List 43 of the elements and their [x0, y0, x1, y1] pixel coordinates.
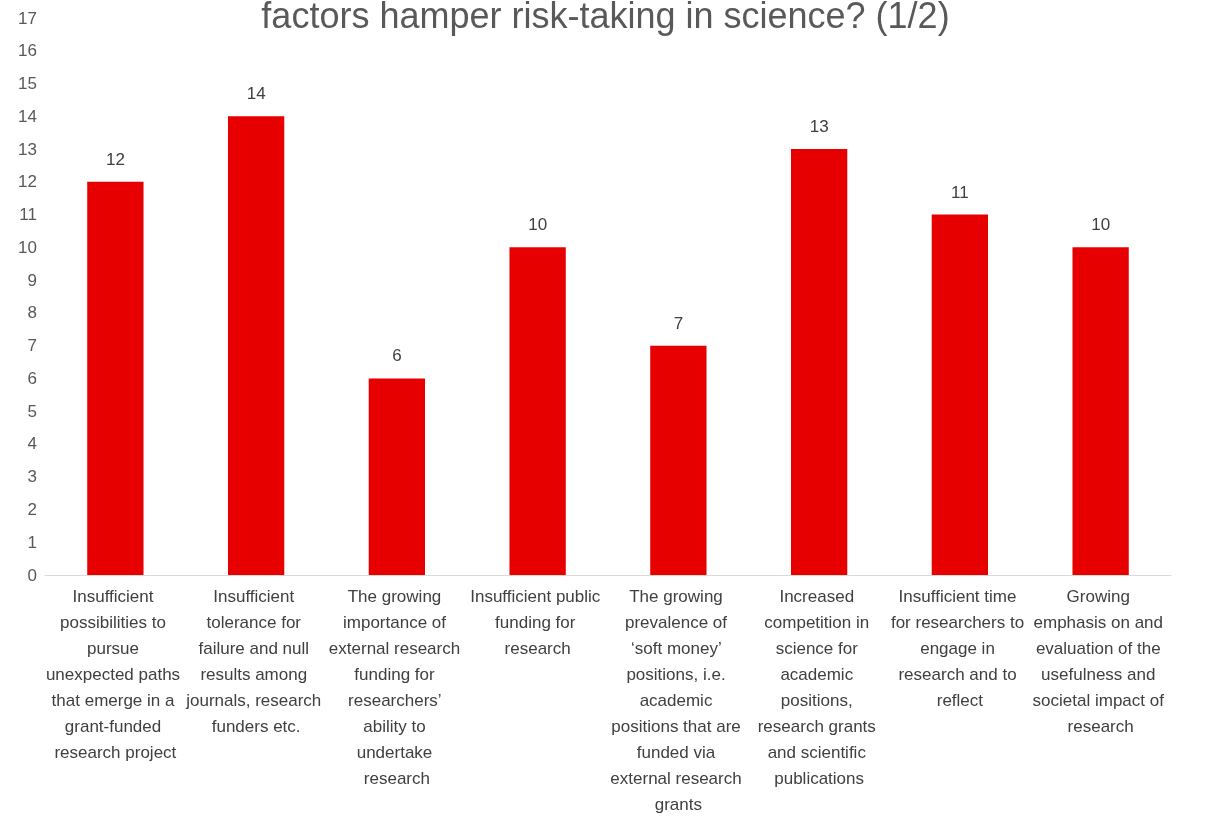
y-tick-label: 16: [18, 41, 37, 61]
y-tick-label: 13: [18, 139, 37, 159]
x-tick-label: Insufficient possibilities to pursue unexpected paths that emerge in a grant-funded research project: [45, 586, 185, 762]
data-label: 13: [809, 117, 829, 137]
x-tick-label: Growing emphasis on and evaluation of the usefulness and societal impact of research: [1032, 586, 1169, 736]
y-tick-label: 15: [18, 74, 37, 94]
y-tick-label: 4: [27, 434, 37, 454]
y-tick-label: 1: [27, 532, 37, 552]
data-label: 14: [246, 84, 266, 104]
y-tick-label: 10: [18, 237, 37, 257]
x-tick-label: Insufficient time for researchers to engage in research and to reflect: [890, 586, 1029, 710]
bar: [931, 214, 989, 575]
x-tick-label: Insufficient tolerance for failure and null results among journals, research funders etc.: [185, 586, 327, 736]
chart-title: factors hamper risk-taking in science? (1/2): [261, 0, 950, 36]
y-tick-label: 2: [27, 499, 37, 519]
data-label: 7: [673, 313, 684, 333]
x-tick-label: Increased competition in science for academic positions, research grants and scientific publications: [757, 586, 881, 788]
y-tick-label: 6: [27, 368, 37, 388]
data-label: 10: [528, 215, 548, 235]
bar: [227, 116, 285, 575]
y-tick-label: 3: [27, 467, 37, 487]
y-tick-label: 17: [18, 8, 37, 28]
bar: [87, 181, 144, 575]
x-tick-label: The growing importance of external research funding for researchers’ ability to undertake research: [328, 586, 465, 788]
y-tick-label: 0: [27, 565, 37, 585]
bar: [650, 345, 707, 575]
y-tick-label: 14: [18, 106, 37, 126]
y-tick-label: 12: [18, 172, 37, 192]
bar: [509, 247, 566, 575]
bar: [368, 378, 426, 575]
y-tick-label: 7: [27, 336, 37, 356]
category-label: The growing prevalence of ‘soft money’ positions, i.e. academic positions that are funded via external research grants: [610, 586, 742, 814]
bar: [1072, 247, 1129, 575]
y-tick-label: 11: [19, 205, 37, 225]
y-tick-label: 9: [27, 270, 37, 290]
bar: [790, 149, 848, 575]
x-tick-label: Insufficient public funding for research: [470, 586, 606, 658]
y-tick-label: 8: [27, 303, 37, 323]
y-tick-label: 5: [27, 401, 37, 421]
data-label: 12: [105, 149, 125, 169]
data-label: 11: [951, 182, 969, 202]
data-label: 10: [1091, 215, 1111, 235]
data-label: 6: [392, 346, 402, 366]
